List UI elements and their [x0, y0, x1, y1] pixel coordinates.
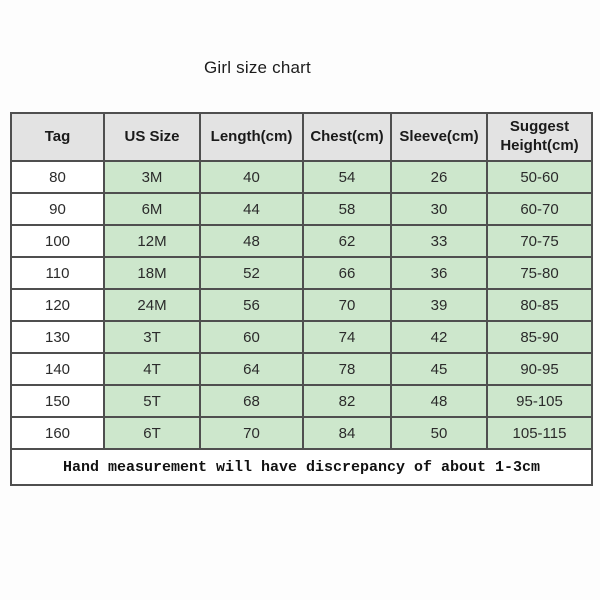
- table-cell: 70: [199, 416, 304, 450]
- table-cell: 130: [10, 320, 105, 354]
- table-cell: 50-60: [486, 160, 593, 194]
- table-cell: 50: [390, 416, 488, 450]
- table-body: 80 3M 40 54 26 50-60 90 6M 44 58 30 60-70 100 12M 48 62…: [10, 160, 593, 450]
- table-cell: 44: [199, 192, 304, 226]
- table-cell: 42: [390, 320, 488, 354]
- table-row: 90 6M 44 58 30 60-70: [10, 192, 593, 226]
- table-row: 110 18M 52 66 36 75-80: [10, 256, 593, 290]
- table-header: Tag US Size Length(cm) Chest(cm) Sleeve(…: [10, 112, 593, 162]
- table-cell: 70: [302, 288, 392, 322]
- table-cell: 18M: [103, 256, 201, 290]
- table-cell: 39: [390, 288, 488, 322]
- table-cell: 140: [10, 352, 105, 386]
- table-cell: 90: [10, 192, 105, 226]
- column-header-suggest-height: Suggest Height(cm): [486, 112, 593, 162]
- table-cell: 24M: [103, 288, 201, 322]
- table-row: 140 4T 64 78 45 90-95: [10, 352, 593, 386]
- page-title: Girl size chart: [204, 58, 311, 77]
- table-cell: 160: [10, 416, 105, 450]
- table-row: 150 5T 68 82 48 95-105: [10, 384, 593, 418]
- table-cell: 62: [302, 224, 392, 258]
- table-cell: 45: [390, 352, 488, 386]
- column-header-tag: Tag: [10, 112, 105, 162]
- table-cell: 68: [199, 384, 304, 418]
- table-cell: 78: [302, 352, 392, 386]
- table-cell: 56: [199, 288, 304, 322]
- table-cell: 100: [10, 224, 105, 258]
- table-cell: 110: [10, 256, 105, 290]
- table-cell: 60-70: [486, 192, 593, 226]
- header-row: Tag US Size Length(cm) Chest(cm) Sleeve(…: [10, 112, 593, 162]
- table-cell: 74: [302, 320, 392, 354]
- table-cell: 48: [390, 384, 488, 418]
- table-cell: 80-85: [486, 288, 593, 322]
- table-cell: 60: [199, 320, 304, 354]
- column-header-chest: Chest(cm): [302, 112, 392, 162]
- table-cell: 6T: [103, 416, 201, 450]
- measurement-note: Hand measurement will have discrepancy o…: [10, 448, 593, 486]
- table-row: 160 6T 70 84 50 105-115: [10, 416, 593, 450]
- note-row: Hand measurement will have discrepancy o…: [10, 448, 593, 486]
- table-row: 130 3T 60 74 42 85-90: [10, 320, 593, 354]
- table-row: 100 12M 48 62 33 70-75: [10, 224, 593, 258]
- table-cell: 64: [199, 352, 304, 386]
- table-cell: 40: [199, 160, 304, 194]
- table-cell: 66: [302, 256, 392, 290]
- table-footer: Hand measurement will have discrepancy o…: [10, 448, 593, 486]
- table-cell: 33: [390, 224, 488, 258]
- girl-size-chart-table: Tag US Size Length(cm) Chest(cm) Sleeve(…: [10, 112, 593, 486]
- table-cell: 75-80: [486, 256, 593, 290]
- table-cell: 70-75: [486, 224, 593, 258]
- table-cell: 26: [390, 160, 488, 194]
- table-row: 120 24M 56 70 39 80-85: [10, 288, 593, 322]
- table-cell: 85-90: [486, 320, 593, 354]
- table-row: 80 3M 40 54 26 50-60: [10, 160, 593, 194]
- table-cell: 90-95: [486, 352, 593, 386]
- table-cell: 6M: [103, 192, 201, 226]
- table-cell: 95-105: [486, 384, 593, 418]
- table-cell: 52: [199, 256, 304, 290]
- table-cell: 54: [302, 160, 392, 194]
- table-cell: 82: [302, 384, 392, 418]
- table-cell: 5T: [103, 384, 201, 418]
- table-cell: 150: [10, 384, 105, 418]
- column-header-us-size: US Size: [103, 112, 201, 162]
- table-cell: 4T: [103, 352, 201, 386]
- table-cell: 30: [390, 192, 488, 226]
- table-cell: 84: [302, 416, 392, 450]
- table-cell: 12M: [103, 224, 201, 258]
- table-cell: 48: [199, 224, 304, 258]
- table-cell: 3T: [103, 320, 201, 354]
- table-cell: 120: [10, 288, 105, 322]
- table-cell: 3M: [103, 160, 201, 194]
- column-header-length: Length(cm): [199, 112, 304, 162]
- table-cell: 36: [390, 256, 488, 290]
- table-cell: 58: [302, 192, 392, 226]
- column-header-sleeve: Sleeve(cm): [390, 112, 488, 162]
- table-cell: 105-115: [486, 416, 593, 450]
- table-cell: 80: [10, 160, 105, 194]
